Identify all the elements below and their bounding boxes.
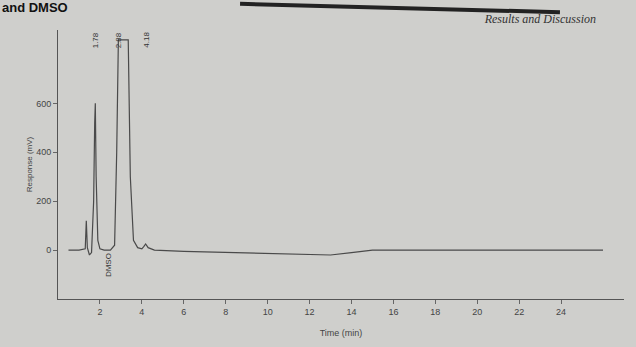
svg-text:400: 400 xyxy=(36,147,51,157)
svg-text:200: 200 xyxy=(36,196,51,206)
svg-text:600: 600 xyxy=(36,99,51,109)
svg-text:2.88: 2.88 xyxy=(114,32,123,48)
svg-text:Time (min): Time (min) xyxy=(320,328,363,338)
svg-text:2: 2 xyxy=(97,307,102,317)
svg-text:20: 20 xyxy=(472,307,482,317)
svg-text:0: 0 xyxy=(46,245,51,255)
svg-text:16: 16 xyxy=(388,307,398,317)
svg-text:4.18: 4.18 xyxy=(142,32,151,48)
svg-text:8: 8 xyxy=(223,307,228,317)
svg-text:Response (mV): Response (mV) xyxy=(25,136,34,192)
svg-text:4: 4 xyxy=(139,307,144,317)
svg-text:1.78: 1.78 xyxy=(91,32,100,48)
svg-text:10: 10 xyxy=(263,307,273,317)
svg-text:24: 24 xyxy=(556,307,566,317)
svg-text:DMSO: DMSO xyxy=(104,253,113,277)
svg-text:22: 22 xyxy=(514,307,524,317)
html-text:and DMSO: and DMSO xyxy=(2,0,68,15)
svg-text:14: 14 xyxy=(346,307,356,317)
svg-text:12: 12 xyxy=(305,307,315,317)
html-text:Results and Discussion: Results and Discussion xyxy=(484,12,596,26)
svg-text:6: 6 xyxy=(181,307,186,317)
svg-text:18: 18 xyxy=(430,307,440,317)
